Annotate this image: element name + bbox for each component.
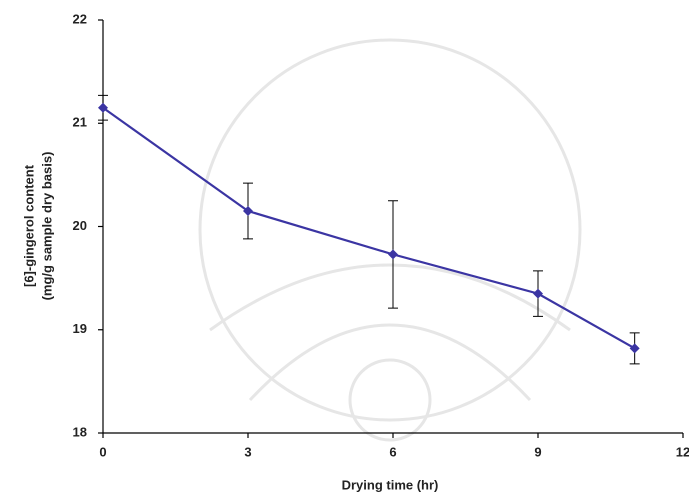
x-axis-label: Drying time (hr)	[342, 477, 439, 492]
marker	[533, 288, 543, 299]
y-tick-label: 18	[73, 424, 87, 439]
y-tick-label: 22	[73, 11, 87, 26]
y-tick-label: 20	[73, 218, 87, 233]
y-axis-label: (mg/g sample dry basis)	[39, 152, 54, 301]
y-axis-label: [6]-gingerol content	[21, 164, 36, 287]
y-tick-label: 19	[73, 321, 87, 336]
watermark	[198, 38, 582, 442]
line	[102, 106, 636, 350]
marker	[629, 343, 640, 354]
x-tick-label: 0	[99, 444, 106, 459]
x-tick-label: 3	[244, 444, 251, 459]
marker	[98, 102, 108, 113]
y-tick-label: 21	[73, 115, 87, 130]
x-tick-label: 12	[676, 444, 689, 459]
x-tick-label: 9	[534, 444, 541, 459]
marker	[243, 206, 253, 217]
marker	[388, 249, 398, 260]
x-tick-label: 6	[389, 444, 396, 459]
